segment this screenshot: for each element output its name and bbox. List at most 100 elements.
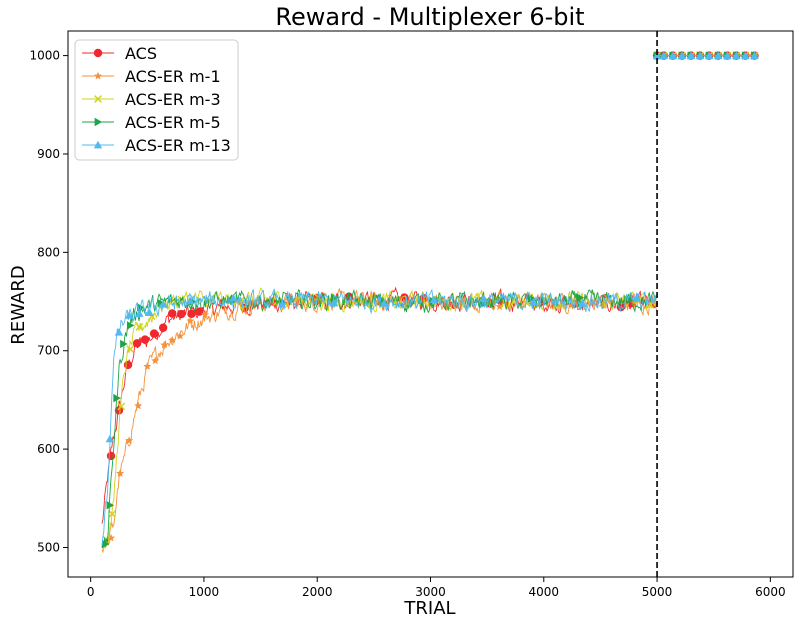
data-point bbox=[135, 309, 144, 317]
exploit-point bbox=[686, 51, 696, 59]
data-point bbox=[495, 302, 504, 310]
exploit-point bbox=[659, 51, 669, 59]
legend-item: ACS-ER m-3 bbox=[82, 90, 221, 109]
data-point bbox=[132, 339, 142, 348]
data-point bbox=[330, 293, 339, 303]
data-point bbox=[114, 328, 124, 336]
y-tick-label: 1000 bbox=[29, 49, 60, 63]
ticks-layer: 0 1000 2000 3000 4000 5000 6000 500 600 700 800 900… bbox=[29, 49, 785, 599]
data-point bbox=[106, 451, 116, 461]
data-point bbox=[107, 533, 116, 542]
data-point bbox=[117, 402, 126, 411]
legend-label: ACS-ER m-1 bbox=[125, 67, 221, 86]
data-point bbox=[168, 309, 177, 318]
data-point bbox=[529, 297, 538, 306]
data-point bbox=[126, 321, 135, 330]
data-point bbox=[379, 299, 389, 307]
data-point bbox=[176, 331, 185, 340]
exploit-point bbox=[695, 51, 705, 59]
exploit-point bbox=[723, 51, 732, 59]
data-point bbox=[229, 293, 238, 302]
data-point bbox=[186, 296, 195, 305]
series-acs-er-m-13 bbox=[101, 51, 760, 546]
legend-marker bbox=[93, 48, 103, 58]
data-point bbox=[195, 307, 204, 316]
data-point bbox=[429, 295, 439, 304]
data-point bbox=[125, 436, 134, 444]
legend-marker bbox=[94, 71, 102, 80]
legend-marker bbox=[94, 95, 102, 103]
y-tick-label: 800 bbox=[37, 245, 60, 259]
x-tick-label: 0 bbox=[87, 585, 95, 599]
data-point bbox=[116, 469, 125, 477]
data-point bbox=[330, 298, 339, 307]
exploit-point bbox=[732, 51, 741, 59]
data-point bbox=[576, 293, 585, 302]
data-point bbox=[158, 323, 168, 332]
data-point bbox=[102, 539, 110, 549]
exploit-point bbox=[750, 51, 759, 59]
y-tick-label: 900 bbox=[37, 147, 60, 161]
data-point bbox=[277, 300, 287, 308]
legend-label: ACS-ER m-13 bbox=[125, 136, 231, 155]
y-axis-title: REWARD bbox=[8, 265, 29, 344]
data-point bbox=[106, 501, 115, 510]
data-point bbox=[120, 339, 128, 349]
data-point bbox=[160, 340, 169, 349]
data-point bbox=[168, 335, 177, 344]
x-axis-title: TRIAL bbox=[403, 598, 455, 619]
legend-marker bbox=[94, 117, 103, 127]
data-point bbox=[479, 300, 487, 309]
data-point bbox=[201, 310, 210, 318]
data-point bbox=[113, 393, 121, 403]
data-point bbox=[479, 294, 488, 302]
legend-label: ACS-ER m-5 bbox=[125, 113, 221, 132]
y-tick-label: 600 bbox=[37, 442, 60, 456]
data-point bbox=[108, 510, 117, 518]
legend: ACS ACS-ER m-1 ACS-ER m-3 ACS-ER m-5 ACS-ER … bbox=[74, 39, 239, 161]
series-layer bbox=[101, 31, 760, 577]
y-tick-label: 500 bbox=[37, 540, 60, 554]
legend-item: ACS-ER m-13 bbox=[82, 136, 231, 155]
exploit-point bbox=[677, 51, 687, 59]
legend-item: ACS-ER m-1 bbox=[82, 67, 221, 86]
data-point bbox=[578, 299, 587, 307]
y-tick-label: 700 bbox=[37, 344, 60, 358]
series-line bbox=[101, 288, 658, 546]
data-point bbox=[124, 311, 134, 319]
x-tick-label: 5000 bbox=[642, 585, 673, 599]
exploit-point bbox=[668, 51, 678, 59]
data-point bbox=[187, 309, 196, 319]
chart-title: Reward - Multiplexer 6-bit bbox=[275, 3, 584, 31]
exploit-point bbox=[704, 51, 714, 59]
data-point bbox=[114, 406, 124, 415]
data-point bbox=[151, 356, 160, 365]
data-point bbox=[145, 308, 154, 317]
legend-label: ACS bbox=[125, 44, 157, 63]
data-point bbox=[186, 316, 195, 325]
x-tick-label: 3000 bbox=[415, 585, 446, 599]
x-tick-label: 1000 bbox=[189, 585, 220, 599]
legend-frame bbox=[74, 39, 239, 161]
x-tick-label: 4000 bbox=[529, 585, 560, 599]
legend-label: ACS-ER m-3 bbox=[125, 90, 221, 109]
legend-item: ACS bbox=[82, 44, 157, 63]
legend-marker bbox=[93, 140, 103, 149]
series-line bbox=[101, 288, 657, 549]
data-point bbox=[143, 362, 152, 370]
x-tick-label: 6000 bbox=[755, 585, 786, 599]
exploit-point bbox=[741, 51, 750, 59]
data-point bbox=[134, 401, 143, 410]
data-point bbox=[105, 434, 115, 443]
data-point bbox=[158, 300, 168, 308]
legend-item: ACS-ER m-5 bbox=[82, 113, 221, 132]
data-point bbox=[149, 329, 159, 338]
data-point bbox=[135, 322, 144, 331]
exploit-point bbox=[714, 51, 723, 59]
plot-frame bbox=[67, 30, 794, 578]
exploit-point bbox=[652, 51, 662, 59]
data-point bbox=[177, 309, 186, 319]
data-point bbox=[140, 335, 150, 344]
x-tick-label: 2000 bbox=[302, 585, 333, 599]
